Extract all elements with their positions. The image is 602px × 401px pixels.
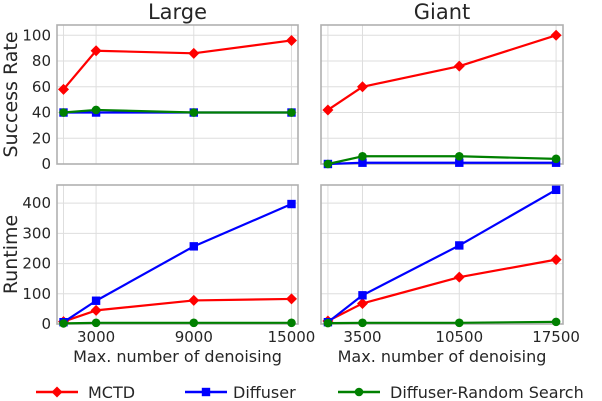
series-line-2 bbox=[63, 321, 292, 325]
x-axis-label: Max. number of denoising bbox=[73, 347, 282, 366]
data-point-2 bbox=[454, 151, 464, 161]
data-point-0 bbox=[90, 45, 102, 57]
legend-marker bbox=[201, 387, 211, 397]
data-point-1 bbox=[91, 296, 101, 305]
legend-label: Diffuser-Random Search bbox=[390, 383, 584, 401]
y-tick-label: 80 bbox=[32, 52, 51, 70]
series-line-0 bbox=[327, 258, 557, 322]
series-line-0 bbox=[62, 39, 292, 91]
y-tick-label: 0 bbox=[41, 155, 51, 173]
y-tick-label: 300 bbox=[22, 224, 51, 242]
y-axis-label: Runtime bbox=[0, 215, 22, 294]
series-line-2 bbox=[327, 320, 557, 325]
data-point-0 bbox=[58, 83, 70, 95]
y-tick-label: 0 bbox=[41, 315, 51, 333]
data-point-0 bbox=[285, 293, 297, 305]
panel-large-success: Large Success Rate 0 20 40 60 80 100 bbox=[0, 0, 299, 173]
panel-giant-success: Giant bbox=[320, 0, 564, 169]
y-tick-label: 200 bbox=[22, 255, 51, 273]
panel-frame bbox=[320, 24, 564, 165]
data-point-2 bbox=[358, 151, 367, 161]
data-point-0 bbox=[356, 81, 368, 93]
data-point-2 bbox=[358, 318, 367, 328]
panel-large-runtime: Runtime Max. number of denoising 0 100 200 30… bbox=[0, 184, 316, 366]
data-point-0 bbox=[453, 271, 465, 283]
plot-area bbox=[57, 25, 298, 164]
data-point-2 bbox=[551, 154, 561, 164]
data-point-1 bbox=[455, 241, 464, 250]
y-tick-label: 400 bbox=[22, 194, 51, 212]
data-point-2 bbox=[454, 318, 464, 328]
data-point-0 bbox=[188, 47, 200, 59]
panel-frame bbox=[320, 184, 564, 325]
series-line-1 bbox=[327, 188, 557, 324]
data-point-1 bbox=[189, 242, 198, 251]
data-point-1 bbox=[358, 158, 367, 167]
legend: MCTD Diffuser Diffuser-Random Search bbox=[36, 383, 584, 401]
y-tick-label: 20 bbox=[32, 129, 51, 147]
data-point-2 bbox=[551, 317, 561, 327]
y-tick-label: 40 bbox=[32, 104, 51, 122]
data-point-0 bbox=[356, 297, 368, 309]
data-point-0 bbox=[550, 254, 562, 266]
panel-title: Large bbox=[148, 0, 207, 24]
plot-area bbox=[321, 25, 563, 164]
data-point-0 bbox=[285, 34, 297, 46]
y-tick-label: 60 bbox=[32, 78, 51, 96]
data-point-2 bbox=[323, 318, 333, 328]
data-point-2 bbox=[323, 159, 333, 169]
data-point-1 bbox=[551, 185, 561, 195]
x-tick-label: 17500 bbox=[532, 328, 580, 346]
data-point-0 bbox=[188, 294, 200, 306]
series-line-0 bbox=[327, 34, 557, 111]
x-tick-label: 3500 bbox=[343, 328, 381, 346]
series-line-2 bbox=[63, 108, 292, 114]
legend-item: MCTD bbox=[36, 383, 135, 401]
data-point-2 bbox=[189, 108, 199, 117]
series-line-2 bbox=[327, 155, 557, 166]
series-line-1 bbox=[62, 203, 292, 324]
legend-marker bbox=[354, 387, 364, 397]
data-point-0 bbox=[550, 29, 562, 41]
x-tick-label: 3000 bbox=[77, 328, 115, 346]
y-tick-label: 100 bbox=[22, 26, 51, 44]
data-point-0 bbox=[453, 60, 465, 72]
y-axis-label: Success Rate bbox=[0, 31, 22, 157]
x-tick-label: 10500 bbox=[435, 328, 483, 346]
legend-item: Diffuser-Random Search bbox=[338, 383, 584, 401]
legend-marker bbox=[51, 386, 63, 398]
data-point-2 bbox=[91, 318, 101, 328]
chart-panels: Large Success Rate 0 20 40 60 80 100 Giant Runtim… bbox=[0, 0, 580, 366]
data-point-2 bbox=[189, 318, 199, 328]
data-point-1 bbox=[287, 199, 296, 209]
x-tick-label: 9000 bbox=[175, 328, 213, 346]
x-tick-label: 15000 bbox=[268, 328, 316, 346]
x-axis-label: Max. number of denoising bbox=[338, 347, 547, 366]
legend-label: Diffuser bbox=[233, 383, 296, 401]
panel-frame bbox=[56, 184, 299, 325]
y-tick-label: 100 bbox=[22, 285, 51, 303]
data-point-2 bbox=[287, 318, 296, 328]
data-point-2 bbox=[59, 108, 68, 117]
data-point-1 bbox=[358, 291, 367, 300]
series-line-1 bbox=[327, 161, 557, 166]
series-line-0 bbox=[63, 297, 292, 323]
data-point-0 bbox=[322, 104, 334, 116]
legend-item: Diffuser bbox=[185, 383, 296, 401]
data-point-0 bbox=[90, 304, 102, 316]
panel-title: Giant bbox=[414, 0, 471, 24]
data-point-1 bbox=[455, 158, 464, 167]
panel-frame bbox=[56, 24, 299, 165]
data-point-2 bbox=[59, 319, 68, 328]
legend-label: MCTD bbox=[88, 383, 135, 401]
data-point-2 bbox=[91, 105, 101, 115]
data-point-2 bbox=[287, 108, 296, 117]
